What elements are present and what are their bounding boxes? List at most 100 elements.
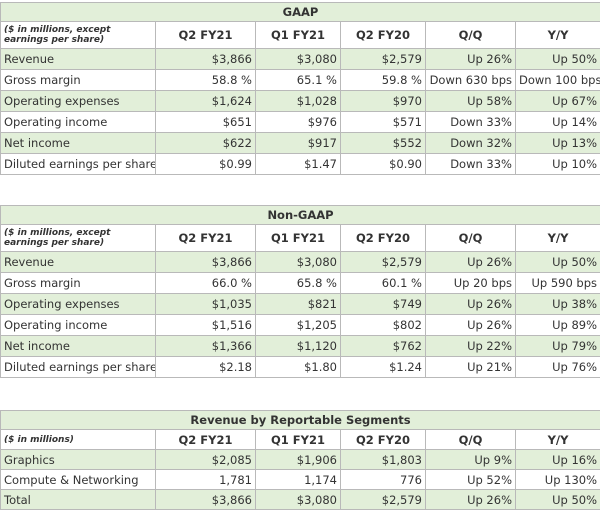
cell: Up 22% [425, 335, 516, 357]
header-cell: Q1 FY21 [255, 224, 341, 252]
row-label: Total [0, 489, 156, 510]
cell: Up 26% [425, 314, 516, 336]
header-cell: ($ in millions) [0, 429, 156, 450]
cell: $749 [340, 293, 426, 315]
table-row: Gross margin 58.8 % 65.1 % 59.8 % Down 630 b… [0, 69, 600, 91]
cell: $1,120 [255, 335, 341, 357]
header-cell: Y/Y [514, 21, 600, 49]
cell: $1,516 [155, 314, 256, 336]
table-row: Diluted earnings per share $2.18 $1.80 $1.2… [0, 356, 600, 378]
cell: 1,781 [155, 469, 256, 490]
cell: Up 50% [514, 251, 600, 273]
table-row: Operating income $651 $976 $571 Down 33% Up 1… [0, 111, 600, 133]
cell: $1.47 [255, 153, 341, 175]
cell: $2.18 [155, 356, 256, 378]
header-row: ($ in millions, except earnings per shar… [0, 21, 600, 49]
data-table: GAAP ($ in millions, except earnings per … [0, 2, 600, 175]
cell: Up 590 bps [514, 272, 600, 294]
cell: Up 26% [425, 251, 516, 273]
header-cell: Q2 FY21 [155, 429, 256, 450]
cell: $0.99 [155, 153, 256, 175]
row-label: Revenue [0, 251, 156, 273]
cell: $1.80 [255, 356, 341, 378]
cell: $1,035 [155, 293, 256, 315]
cell: Up 89% [514, 314, 600, 336]
row-label: Operating expenses [0, 293, 156, 315]
cell: Up 38% [514, 293, 600, 315]
cell: 1,174 [255, 469, 341, 490]
header-row: ($ in millions) Q2 FY21 Q1 FY21 Q2 FY20 Q/Q Y… [0, 429, 600, 450]
cell: $917 [255, 132, 341, 154]
row-label: Net income [0, 335, 156, 357]
header-cell: Q2 FY20 [340, 224, 426, 252]
row-label: Gross margin [0, 272, 156, 294]
table-row: Diluted earnings per share $0.99 $1.47 $0.9… [0, 153, 600, 175]
header-cell: Q2 FY21 [155, 224, 256, 252]
cell: $821 [255, 293, 341, 315]
header-row: ($ in millions, except earnings per shar… [0, 224, 600, 252]
row-label: Operating income [0, 111, 156, 133]
table-row: Compute & Networking 1,781 1,174 776 Up 52% U… [0, 469, 600, 490]
table-row: Graphics $2,085 $1,906 $1,803 Up 9% Up 16% [0, 449, 600, 470]
cell: Up 20 bps [425, 272, 516, 294]
header-cell: Q/Q [425, 224, 516, 252]
cell: Up 50% [514, 489, 600, 510]
cell: Up 21% [425, 356, 516, 378]
cell: $1,205 [255, 314, 341, 336]
cell: 58.8 % [155, 69, 256, 91]
header-cell: Y/Y [514, 429, 600, 450]
cell: $1,803 [340, 449, 426, 470]
header-cell: Q/Q [425, 21, 516, 49]
cell: Up 13% [514, 132, 600, 154]
cell: 776 [340, 469, 426, 490]
cell: 65.8 % [255, 272, 341, 294]
header-cell: ($ in millions, except earnings per shar… [0, 224, 156, 252]
cell: $651 [155, 111, 256, 133]
header-cell: Q2 FY20 [340, 429, 426, 450]
cell: $1,906 [255, 449, 341, 470]
cell: Up 67% [514, 90, 600, 112]
cell: $3,866 [155, 48, 256, 70]
cell: 66.0 % [155, 272, 256, 294]
cell: $2,579 [340, 48, 426, 70]
data-table: Revenue by Reportable Segments ($ in mill… [0, 410, 600, 510]
table-row: Operating expenses $1,624 $1,028 $970 Up 58%… [0, 90, 600, 112]
cell: $0.90 [340, 153, 426, 175]
table-row: Net income $1,366 $1,120 $762 Up 22% Up 79% [0, 335, 600, 357]
cell: $3,866 [155, 251, 256, 273]
cell: $2,579 [340, 489, 426, 510]
cell: Up 79% [514, 335, 600, 357]
header-cell: Y/Y [514, 224, 600, 252]
cell: Up 52% [425, 469, 516, 490]
cell: Up 10% [514, 153, 600, 175]
cell: $1,366 [155, 335, 256, 357]
cell: $1.24 [340, 356, 426, 378]
cell: Down 32% [425, 132, 516, 154]
data-table: Non-GAAP ($ in millions, except earnings … [0, 205, 600, 378]
cell: $2,085 [155, 449, 256, 470]
cell: $1,028 [255, 90, 341, 112]
cell: Up 9% [425, 449, 516, 470]
cell: 59.8 % [340, 69, 426, 91]
row-label: Diluted earnings per share [0, 356, 156, 378]
cell: $762 [340, 335, 426, 357]
table-row: Gross margin 66.0 % 65.8 % 60.1 % Up 20 bps U… [0, 272, 600, 294]
cell: Up 26% [425, 48, 516, 70]
cell: Up 50% [514, 48, 600, 70]
cell: Down 33% [425, 111, 516, 133]
cell: Up 76% [514, 356, 600, 378]
cell: $622 [155, 132, 256, 154]
cell: $2,579 [340, 251, 426, 273]
cell: Down 100 bps [514, 69, 600, 91]
header-cell: Q2 FY20 [340, 21, 426, 49]
header-cell: Q1 FY21 [255, 21, 341, 49]
title-row: Non-GAAP [0, 205, 600, 225]
cell: Up 130% [514, 469, 600, 490]
cell: $3,080 [255, 251, 341, 273]
cell: $970 [340, 90, 426, 112]
row-label: Graphics [0, 449, 156, 470]
cell: $3,080 [255, 48, 341, 70]
cell: Up 58% [425, 90, 516, 112]
row-label: Operating expenses [0, 90, 156, 112]
cell: $571 [340, 111, 426, 133]
